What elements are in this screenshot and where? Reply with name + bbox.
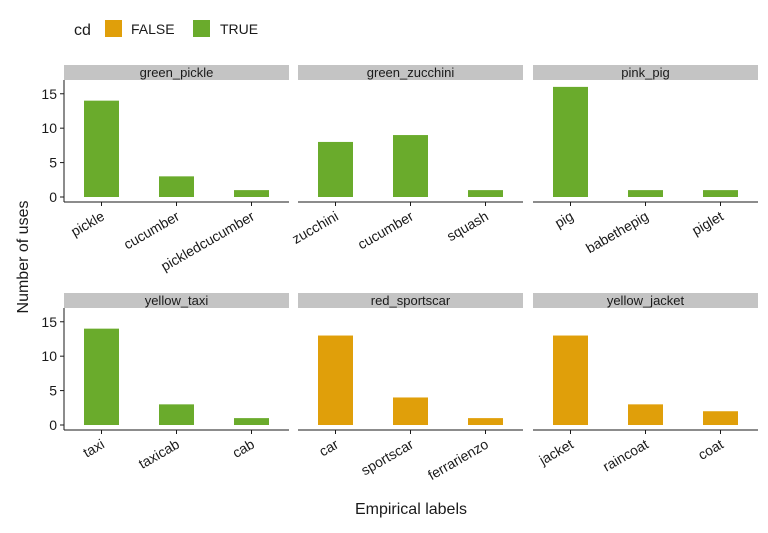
x-tick-label: squash — [444, 208, 491, 244]
bar — [553, 86, 588, 197]
bar — [468, 190, 503, 197]
bar — [703, 190, 738, 197]
x-tick-label: jacket — [535, 436, 576, 469]
x-tick-label: raincoat — [600, 436, 651, 475]
facet-strip — [64, 65, 289, 80]
bar — [159, 176, 194, 197]
facet-strip — [533, 65, 758, 80]
facet-title: red_sportscar — [371, 293, 451, 308]
facet-panel: green_zucchini zucchini cucumber squash — [289, 65, 523, 252]
x-tick-label: coat — [695, 436, 726, 463]
facet-title: green_zucchini — [367, 65, 455, 80]
bar — [84, 328, 119, 425]
bar — [318, 141, 353, 197]
bar — [393, 397, 428, 425]
y-tick-label: 10 — [41, 348, 57, 364]
y-tick-label: 10 — [41, 120, 57, 136]
x-tick-label: cab — [229, 436, 257, 461]
facet-title: green_pickle — [140, 65, 214, 80]
legend-label-false: FALSE — [131, 21, 175, 37]
bar — [393, 135, 428, 197]
facet-title: yellow_jacket — [607, 293, 685, 308]
x-tick-label: babethepig — [583, 208, 651, 257]
facet-title: pink_pig — [621, 65, 669, 80]
facet-strip — [298, 293, 523, 308]
y-tick-label: 5 — [49, 383, 57, 399]
y-axis-title: Number of uses — [15, 201, 32, 314]
y-tick-label: 15 — [41, 86, 57, 102]
bar — [159, 404, 194, 425]
x-tick-label: taxicab — [136, 436, 183, 472]
x-tick-label: pickle — [68, 208, 107, 240]
facet-strip — [533, 293, 758, 308]
x-tick-label: car — [316, 436, 341, 460]
x-tick-label: piglet — [689, 208, 726, 239]
legend: cd FALSE TRUE — [74, 20, 258, 39]
x-tick-label: cucumber — [355, 208, 417, 253]
bar — [234, 190, 269, 197]
x-tick-label: ferrarienzo — [425, 436, 491, 483]
facet-title: yellow_taxi — [145, 293, 209, 308]
bar — [703, 411, 738, 425]
bar — [628, 190, 663, 197]
legend-label-true: TRUE — [220, 21, 258, 37]
bar — [318, 335, 353, 425]
bar — [553, 335, 588, 425]
bar — [84, 100, 119, 197]
legend-title: cd — [74, 22, 91, 39]
facet-panel: yellow_taxi 0 5 10 15 taxi taxicab cab — [41, 293, 289, 472]
x-tick-label: cucumber — [121, 208, 183, 253]
x-tick-label: zucchini — [289, 208, 341, 247]
bar — [628, 404, 663, 425]
y-tick-label: 0 — [49, 189, 57, 205]
legend-swatch-true — [193, 20, 210, 37]
x-tick-label: taxi — [80, 436, 107, 461]
bar — [234, 418, 269, 425]
y-tick-label: 0 — [49, 417, 57, 433]
y-tick-label: 5 — [49, 155, 57, 171]
facet-strip — [64, 293, 289, 308]
x-tick-label: pig — [552, 208, 576, 231]
legend-swatch-false — [105, 20, 122, 37]
y-tick-label: 15 — [41, 314, 57, 330]
x-tick-label: sportscar — [358, 436, 416, 479]
bar — [468, 418, 503, 425]
x-axis-title: Empirical labels — [355, 501, 467, 518]
facet-strip — [298, 65, 523, 80]
